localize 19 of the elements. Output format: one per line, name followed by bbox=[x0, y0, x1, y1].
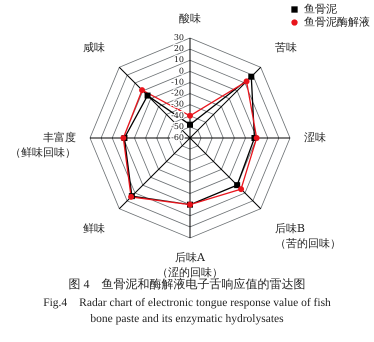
spoke-label: 苦味 bbox=[274, 41, 297, 54]
spoke-label: 丰富度（鲜味回味） bbox=[10, 131, 76, 159]
y-tick-label: 20 bbox=[174, 44, 184, 54]
y-tick-label: -10 bbox=[171, 77, 184, 86]
text: 图 4 鱼骨泥和酶解液电子舌响应值的雷达图 bbox=[68, 277, 306, 291]
y-tick-label: -30 bbox=[171, 100, 184, 109]
spoke-label: 鲜味 bbox=[83, 222, 106, 235]
y-tick-label: 30 bbox=[174, 33, 184, 42]
y-tick-label: 10 bbox=[174, 55, 184, 64]
spoke-label: 咸味 bbox=[83, 41, 106, 54]
spoke-label: 后味A（涩的回味） bbox=[157, 251, 223, 279]
spoke-label: 酸味 bbox=[179, 12, 201, 25]
legend-label: 鱼骨泥酶解液 bbox=[304, 16, 370, 28]
text: Fig.4 Radar chart of electronic tongue response value of fish bone paste and its enzymatic hydrolysates bbox=[43, 297, 332, 325]
spoke-label: 后味B（苦的回味） bbox=[274, 222, 341, 250]
y-tick-label: -20 bbox=[171, 88, 184, 98]
spoke-label: 涩味 bbox=[304, 131, 326, 144]
y-tick-label: 0 bbox=[178, 66, 184, 76]
legend-label: 鱼骨泥 bbox=[304, 2, 337, 16]
